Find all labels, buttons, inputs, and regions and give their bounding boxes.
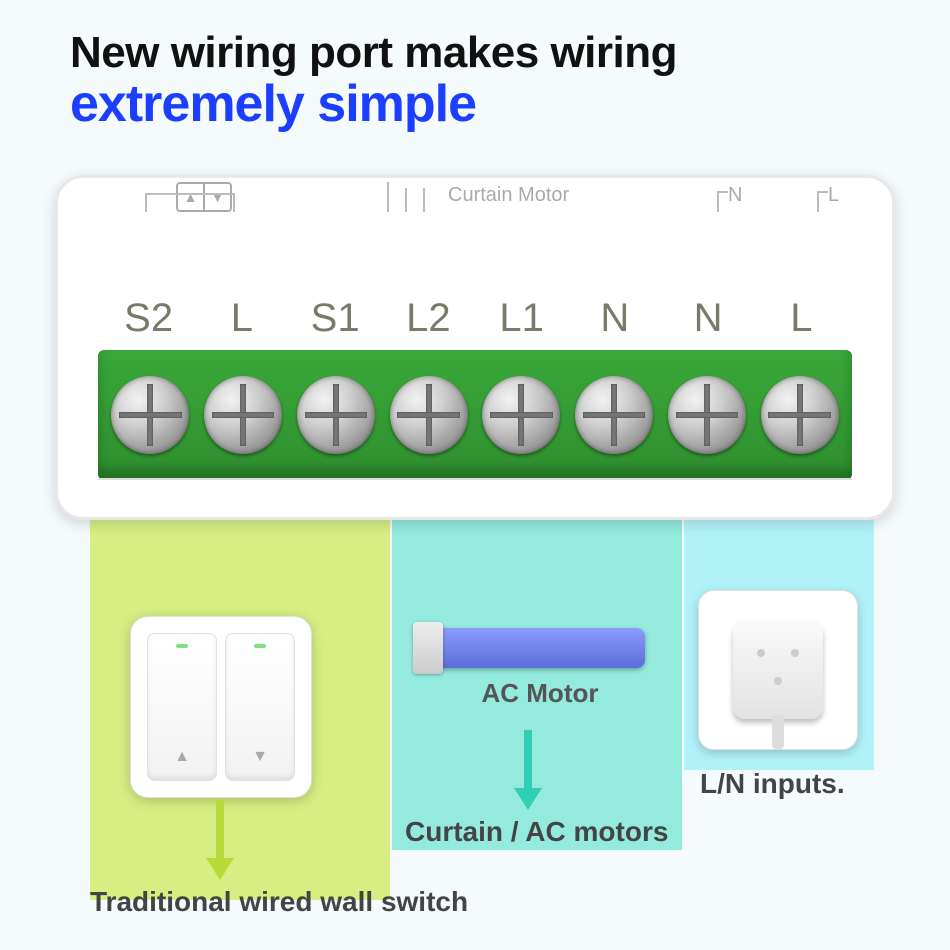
arrow-head-b bbox=[514, 788, 542, 810]
terminal-label: L1 bbox=[475, 296, 568, 341]
wiring-lines-icon bbox=[88, 178, 868, 218]
outlet-illustration bbox=[698, 590, 858, 750]
zone-b-label: Curtain / AC motors bbox=[405, 816, 668, 848]
headline-line1: New wiring port makes wiring bbox=[70, 28, 910, 78]
arrow-head-a bbox=[206, 858, 234, 880]
terminal-label: N bbox=[568, 296, 661, 341]
terminal-label: S1 bbox=[289, 296, 382, 341]
motor-illustration: AC Motor bbox=[410, 628, 670, 709]
device-housing: ▲▼ Curtain Motor N L S2 L S1 L2 L1 N N L bbox=[55, 175, 895, 520]
terminal-label: L2 bbox=[382, 296, 475, 341]
arrow-stem-a bbox=[216, 800, 224, 860]
up-arrow-icon: ▲ bbox=[148, 748, 216, 766]
terminal-label: S2 bbox=[102, 296, 195, 341]
wall-switch-button-down: ▼ bbox=[225, 633, 295, 781]
terminal-label: N bbox=[662, 296, 755, 341]
motor-label: AC Motor bbox=[410, 678, 670, 709]
screw-icon bbox=[204, 376, 282, 454]
screw-icon bbox=[761, 376, 839, 454]
headline-line2: extremely simple bbox=[70, 74, 910, 134]
headline: New wiring port makes wiring extremely s… bbox=[70, 28, 910, 134]
screw-icon bbox=[482, 376, 560, 454]
zone-a-label: Traditional wired wall switch bbox=[90, 886, 468, 918]
zone-c-label: L/N inputs. bbox=[700, 768, 845, 800]
screw-icon bbox=[297, 376, 375, 454]
motor-icon bbox=[435, 628, 645, 668]
screw-icon bbox=[575, 376, 653, 454]
terminal-label: L bbox=[755, 296, 848, 341]
screw-icon bbox=[111, 376, 189, 454]
plug-icon bbox=[733, 621, 823, 719]
wall-switch-button-up: ▲ bbox=[147, 633, 217, 781]
screw-icon bbox=[668, 376, 746, 454]
down-arrow-icon: ▼ bbox=[226, 748, 294, 766]
terminal-label: L bbox=[195, 296, 288, 341]
terminal-ridge bbox=[98, 478, 852, 492]
screw-icon bbox=[390, 376, 468, 454]
terminal-labels-row: S2 L S1 L2 L1 N N L bbox=[102, 296, 848, 341]
wall-switch-illustration: ▲ ▼ bbox=[130, 616, 312, 798]
arrow-stem-b bbox=[524, 730, 532, 790]
terminal-block bbox=[98, 350, 852, 480]
device-top-diagram: ▲▼ Curtain Motor N L bbox=[88, 178, 862, 218]
